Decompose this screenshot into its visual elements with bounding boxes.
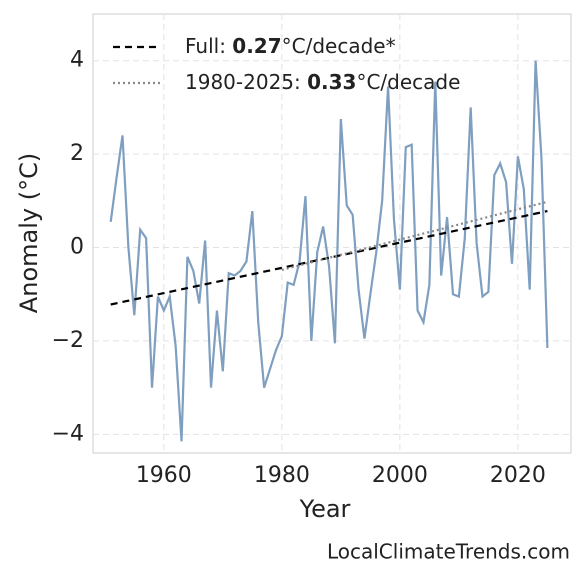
legend-suffix: °C/decade	[356, 70, 460, 94]
y-tick-label: −4	[52, 421, 84, 446]
y-tick-label: 0	[70, 235, 84, 260]
x-tick-label: 1960	[136, 463, 192, 488]
y-axis-label: Anomaly (°C)	[15, 153, 43, 313]
trend-line	[281, 200, 548, 271]
trend-line	[110, 210, 548, 306]
y-tick-label: 4	[70, 48, 84, 73]
x-axis-label: Year	[299, 495, 351, 523]
x-tick-label: 2000	[372, 463, 428, 488]
y-tick-label: −2	[52, 328, 84, 353]
legend-slope: 0.27	[232, 34, 281, 58]
y-tick-label: 2	[70, 141, 84, 166]
legend-prefix: 1980-2025:	[185, 70, 307, 94]
x-tick-label: 2020	[490, 463, 546, 488]
legend-label: Full: 0.27°C/decade*	[185, 34, 396, 58]
footer: LocalClimateTrends.com	[327, 540, 570, 564]
legend-prefix: Full:	[185, 34, 232, 58]
x-tick-label: 1980	[254, 463, 310, 488]
legend-slope: 0.33	[307, 70, 356, 94]
legend-suffix: °C/decade*	[282, 34, 396, 58]
data-line	[109, 60, 549, 442]
legend-label: 1980-2025: 0.33°C/decade	[185, 70, 460, 94]
